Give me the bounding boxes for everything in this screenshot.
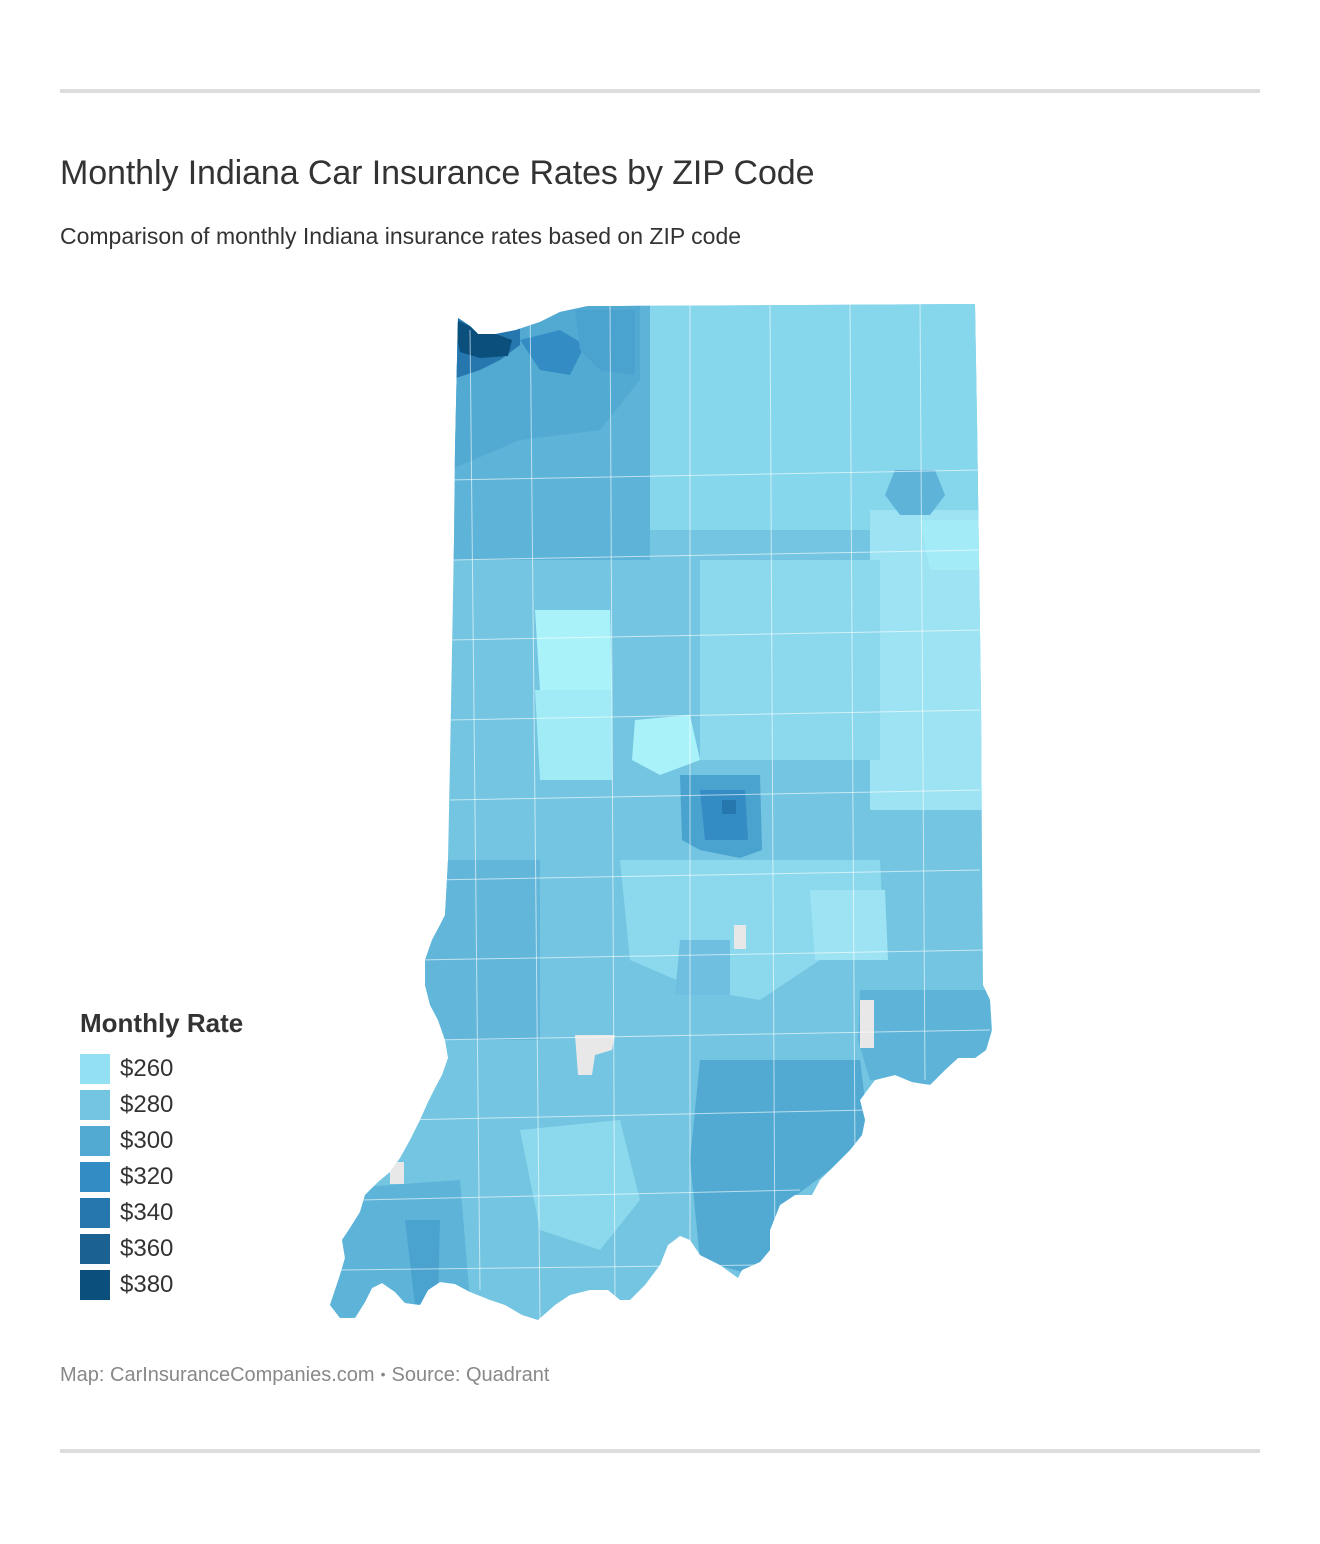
legend-swatch: [80, 1198, 110, 1228]
no-data-region: [390, 1162, 404, 1184]
legend-item: $380: [80, 1267, 243, 1303]
page-subtitle: Comparison of monthly Indiana insurance …: [60, 223, 742, 249]
legend-label: $280: [120, 1091, 174, 1118]
data-source: Source: Quadrant: [391, 1364, 550, 1386]
legend-label: $340: [120, 1199, 174, 1226]
legend-item: $320: [80, 1159, 243, 1195]
legend-label: $360: [120, 1235, 174, 1262]
legend-swatch: [80, 1126, 110, 1156]
legend-label: $320: [120, 1163, 174, 1190]
no-data-region: [575, 1035, 615, 1075]
legend-item: $300: [80, 1123, 243, 1159]
legend-swatch: [80, 1090, 110, 1120]
legend-title: Monthly Rate: [80, 1008, 244, 1038]
legend-label: $260: [120, 1055, 174, 1082]
legend-swatch: [80, 1234, 110, 1264]
central-north-region: [700, 560, 880, 760]
legend-item: $260: [80, 1051, 243, 1087]
map-legend: Monthly Rate $260 $280 $300 $320 $340 $3…: [80, 1008, 243, 1303]
southwest-region: [330, 1180, 470, 1320]
no-data-region: [860, 1000, 874, 1048]
map-footer: Map: CarInsuranceCompanies.com • Source: Q…: [60, 1364, 549, 1387]
johnson-south-region: [675, 940, 730, 995]
fort-wayne-region: [885, 470, 945, 515]
legend-item: $280: [80, 1087, 243, 1123]
legend-swatch: [80, 1270, 110, 1300]
laporte-region: [575, 310, 635, 375]
west-central-light-region: [535, 690, 612, 780]
legend-item: $360: [80, 1231, 243, 1267]
top-divider: [60, 89, 1260, 93]
legend-swatch: [80, 1054, 110, 1084]
downtown-indianapolis-region: [722, 800, 736, 814]
page-title: Monthly Indiana Car Insurance Rates by Z…: [60, 154, 815, 192]
east-light-region: [920, 520, 982, 570]
evansville-region: [405, 1220, 440, 1305]
gary-region: [452, 318, 512, 358]
indianapolis-core-region: [700, 790, 748, 840]
lafayette-region: [535, 610, 612, 700]
lake-county-south-region: [520, 330, 585, 375]
map-regions: [330, 304, 992, 1320]
zip-boundaries: [339, 304, 991, 1320]
separator-dot: •: [380, 1366, 386, 1382]
shelby-region: [810, 890, 888, 960]
west-region: [420, 860, 540, 1040]
legend-label: $380: [120, 1271, 174, 1298]
legend-label: $300: [120, 1127, 174, 1154]
boone-region: [632, 715, 700, 775]
legend-item: $340: [80, 1195, 243, 1231]
legend-swatch: [80, 1162, 110, 1192]
bottom-divider: [60, 1449, 1260, 1453]
map-credit: Map: CarInsuranceCompanies.com: [60, 1364, 375, 1386]
south-light-region: [520, 1120, 640, 1250]
southeast-region: [690, 1060, 870, 1280]
no-data-region: [734, 925, 746, 949]
